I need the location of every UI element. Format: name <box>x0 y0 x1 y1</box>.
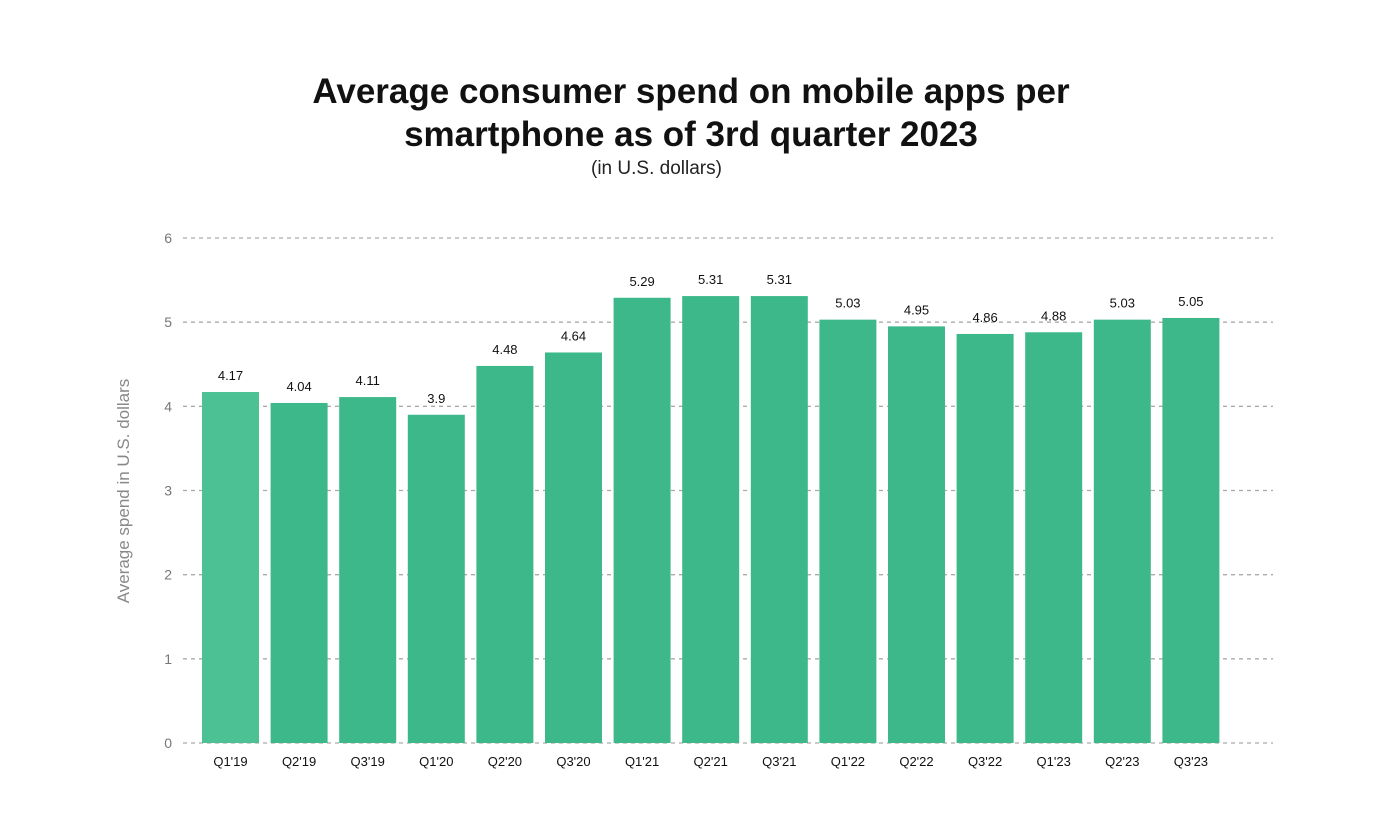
bar <box>545 352 602 743</box>
data-label: 5.05 <box>1178 294 1203 309</box>
y-tick-label: 2 <box>164 567 172 583</box>
x-tick-label: Q2'21 <box>694 754 728 769</box>
data-label: 3.9 <box>427 391 445 406</box>
y-tick-label: 4 <box>164 398 172 414</box>
data-label: 5.03 <box>1110 296 1135 311</box>
data-label: 4.88 <box>1041 308 1066 323</box>
y-tick-label: 3 <box>164 483 172 499</box>
bar <box>476 365 534 743</box>
data-label: 4.17 <box>218 368 243 383</box>
data-label: 5.31 <box>698 272 723 287</box>
x-tick-label: Q2'23 <box>1105 754 1139 769</box>
bar <box>682 296 740 743</box>
data-label: 4.86 <box>972 310 997 325</box>
data-label: 4.95 <box>904 302 929 317</box>
data-label: 5.29 <box>629 274 654 289</box>
bar <box>407 414 465 743</box>
bar <box>613 297 671 743</box>
x-tick-label: Q3'20 <box>556 754 590 769</box>
bar <box>270 402 328 743</box>
data-label: 5.03 <box>835 296 860 311</box>
bar <box>202 392 259 743</box>
x-tick-label: Q1'22 <box>831 754 865 769</box>
x-tick-label: Q1'19 <box>213 754 247 769</box>
data-label: 5.31 <box>767 272 792 287</box>
x-tick-label: Q2'20 <box>488 754 522 769</box>
x-tick-label: Q1'20 <box>419 754 453 769</box>
bar <box>339 397 397 743</box>
x-tick-label: Q3'23 <box>1174 754 1208 769</box>
x-tick-label: Q1'23 <box>1037 754 1071 769</box>
x-tick-label: Q3'21 <box>762 754 796 769</box>
x-tick-label: Q1'21 <box>625 754 659 769</box>
y-tick-label: 5 <box>164 314 172 330</box>
y-axis-label: Average spend in U.S. dollars <box>114 379 133 604</box>
chart-title-line-2: smartphone as of 3rd quarter 2023 <box>404 115 978 154</box>
y-tick-label: 0 <box>164 735 172 751</box>
data-label: 4.11 <box>356 373 380 388</box>
data-label: 4.64 <box>561 328 586 343</box>
data-label: 4.48 <box>492 342 517 357</box>
bar <box>888 326 945 743</box>
bar <box>1025 332 1083 743</box>
x-tick-label: Q3'22 <box>968 754 1002 769</box>
y-tick-label: 6 <box>164 230 172 246</box>
data-label: 4.04 <box>286 379 311 394</box>
x-tick-label: Q3'19 <box>351 754 385 769</box>
bar <box>750 296 808 743</box>
bar <box>819 319 877 743</box>
bar <box>956 333 1014 743</box>
chart-subtitle: (in U.S. dollars) <box>591 158 722 179</box>
x-tick-label: Q2'19 <box>282 754 316 769</box>
bar <box>1093 319 1151 743</box>
x-tick-label: Q2'22 <box>899 754 933 769</box>
chart-title-line-1: Average consumer spend on mobile apps pe… <box>312 72 1070 111</box>
y-tick-label: 1 <box>164 651 172 667</box>
bar <box>1162 317 1220 743</box>
